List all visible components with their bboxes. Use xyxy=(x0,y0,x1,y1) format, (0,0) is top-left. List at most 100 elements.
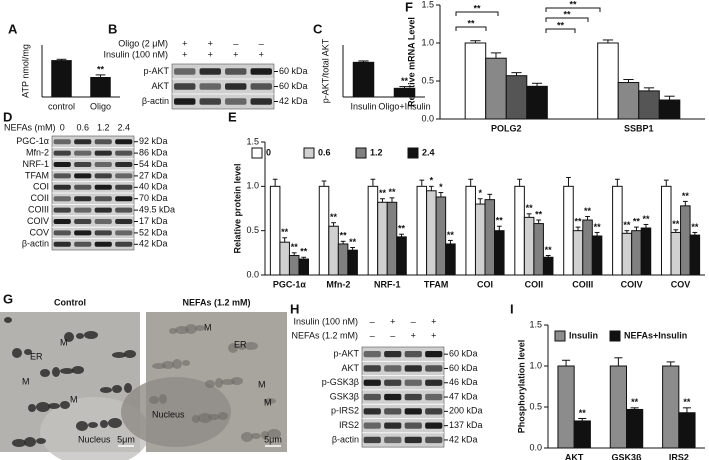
organelle xyxy=(231,377,243,385)
blot-band xyxy=(94,139,112,145)
micrograph-label: Nucleus xyxy=(78,434,111,444)
blot-band xyxy=(250,83,272,90)
kda-label: 49.5 kDa xyxy=(139,204,175,214)
significance: * xyxy=(439,182,443,192)
bar xyxy=(542,256,554,276)
blot-band xyxy=(404,351,422,358)
bar xyxy=(288,254,300,276)
blot-band xyxy=(94,230,112,236)
y-axis-label: Relative protein level xyxy=(232,163,242,253)
condition-sign: – xyxy=(233,38,238,48)
x-tick-label: Oligo+Insulin xyxy=(378,101,430,111)
bar xyxy=(298,258,310,276)
bracket xyxy=(455,26,487,31)
y-axis-label: Phosphorylation level xyxy=(516,340,526,434)
organelle xyxy=(4,317,12,323)
organelle xyxy=(124,383,132,393)
bar xyxy=(533,223,544,276)
blot-band xyxy=(225,68,247,75)
kda-label: 52 kDa xyxy=(139,227,168,237)
significance: ** xyxy=(330,212,338,222)
legend-swatch xyxy=(355,147,367,159)
bar xyxy=(347,249,358,276)
organelle xyxy=(100,387,112,393)
bar xyxy=(626,408,644,449)
micrograph-label: M xyxy=(258,379,266,389)
legend-label: 0 xyxy=(266,147,271,157)
organelle xyxy=(169,328,177,334)
blot-band xyxy=(94,184,112,190)
bar xyxy=(563,185,574,276)
significance: ** xyxy=(633,216,641,226)
kda-label: 42 kDa xyxy=(449,434,478,444)
panel-label: H xyxy=(290,301,299,316)
condition-label: Oligo (2 μM) xyxy=(118,38,168,48)
bracket xyxy=(545,17,589,22)
x-tick-label: NRF-1 xyxy=(374,279,401,289)
blot-row-label: p-IRS2 xyxy=(331,406,359,416)
legend-label: NEFAs+Insulin xyxy=(624,330,687,340)
kda-label: 200 kDa xyxy=(449,406,483,416)
organelle xyxy=(108,418,122,428)
blot-band xyxy=(174,98,196,105)
blot-band xyxy=(53,230,71,236)
blot-row-label: AKT xyxy=(341,363,359,373)
significance: * xyxy=(478,188,482,198)
significance: ** xyxy=(579,408,587,418)
blot-row-label: GSK3β xyxy=(330,391,359,401)
bracket xyxy=(545,7,601,12)
condition-sign: – xyxy=(259,38,264,48)
significance: ** xyxy=(642,214,650,224)
bar xyxy=(631,230,642,276)
blot-band xyxy=(115,218,133,225)
condition-sign: + xyxy=(259,49,264,59)
bar xyxy=(485,57,507,120)
blot-band xyxy=(174,68,196,75)
bar xyxy=(445,243,456,276)
blot-band xyxy=(404,408,422,415)
bar xyxy=(557,365,575,449)
condition-label: NEFAs (1.2 mM) xyxy=(291,330,358,340)
kda-label: 42 kDa xyxy=(139,239,168,249)
blot-band xyxy=(94,196,112,202)
significance: ** xyxy=(496,216,504,226)
organelle xyxy=(112,385,122,393)
organelle xyxy=(238,344,246,350)
condition-label: Insulin (100 nM) xyxy=(103,49,168,59)
blot-row-label: β-actin xyxy=(142,96,169,106)
x-tick-label: AKT xyxy=(565,452,584,460)
micrograph-title: NEFAs (1.2 mM) xyxy=(182,297,250,307)
bracket xyxy=(545,28,576,33)
bar xyxy=(377,201,388,276)
blot-band xyxy=(404,379,422,386)
legend-swatch xyxy=(303,147,315,159)
organelle xyxy=(124,350,136,358)
blot-row-label: COV xyxy=(29,227,49,237)
y-tick-label: 1.5 xyxy=(246,136,259,146)
condition-sign: + xyxy=(390,316,395,326)
bracket xyxy=(455,11,499,16)
condition-sign: + xyxy=(208,38,213,48)
bracket-label: ** xyxy=(563,9,571,19)
bar xyxy=(352,61,375,98)
organelle xyxy=(12,439,26,447)
blot-band xyxy=(53,196,71,202)
x-tick-label: COIV xyxy=(621,279,643,289)
bar xyxy=(484,199,496,276)
blot-band xyxy=(199,98,221,105)
organelle xyxy=(172,359,182,369)
organelle xyxy=(60,368,74,374)
blot-band xyxy=(74,230,92,236)
blot-band xyxy=(74,139,92,145)
organelle xyxy=(182,360,190,366)
blot-row-label: p-AKT xyxy=(333,349,359,359)
bar xyxy=(689,234,701,276)
organelle xyxy=(40,369,50,377)
bar xyxy=(269,185,281,276)
kda-label: 70 kDa xyxy=(139,193,168,203)
blot-band xyxy=(425,436,443,444)
blot-band xyxy=(384,365,402,372)
blot-band xyxy=(363,436,381,444)
organelle xyxy=(215,378,223,388)
blot-row-label: COIV xyxy=(27,216,49,226)
